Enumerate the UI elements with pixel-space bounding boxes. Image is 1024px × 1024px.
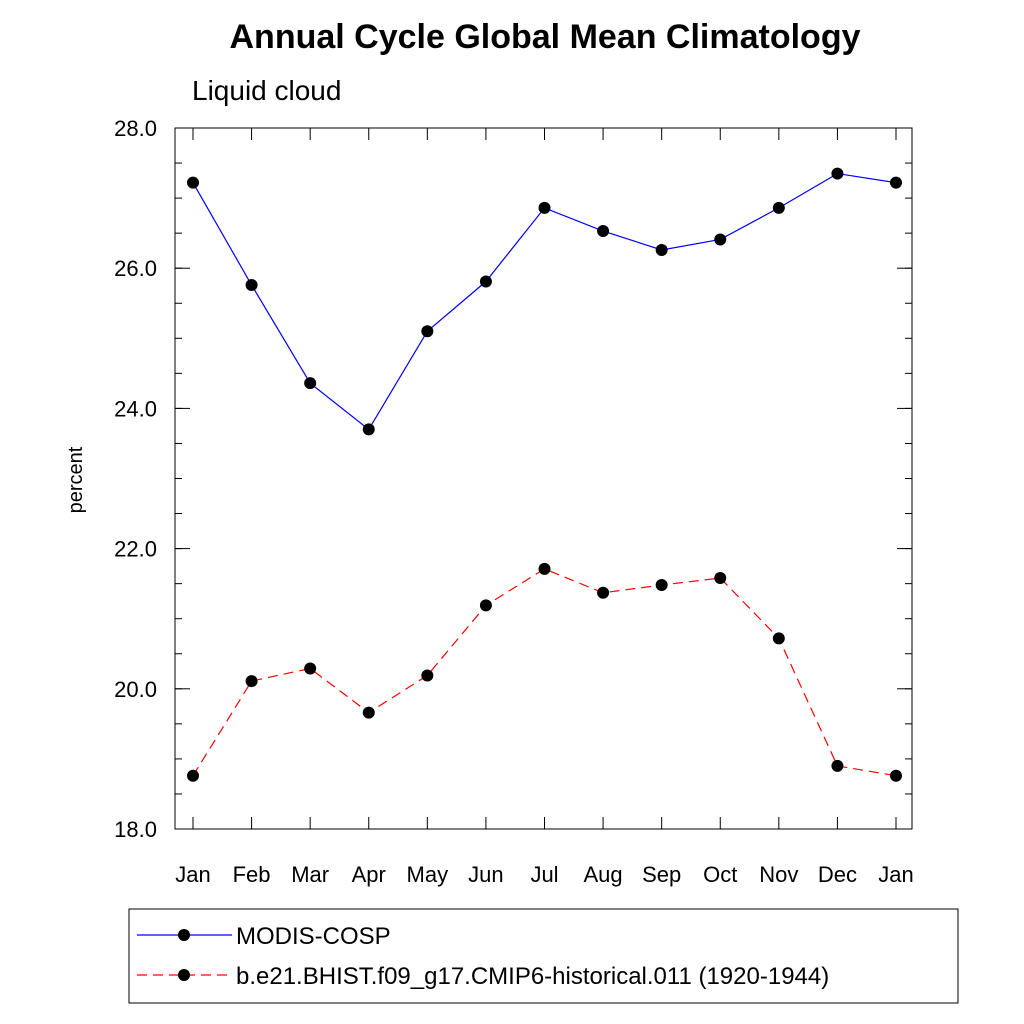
legend: MODIS-COSP b.e21.BHIST.f09_g17.CMIP6-hist… [137,923,829,990]
x-tick-label: Apr [352,862,386,887]
series-1-point [772,201,785,214]
y-tick-label: 18.0 [114,817,157,842]
series-1-point [187,176,199,189]
x-tick-label: Jun [468,862,503,887]
y-tick-label: 22.0 [114,537,157,562]
x-tick-label: Sep [642,862,681,887]
x-tick-label: Jan [878,862,913,887]
series-2-point [187,769,199,782]
series-1-point [362,423,375,436]
series-1-point [714,233,727,246]
x-tick-label: Dec [818,862,857,887]
y-tick-label: 28.0 [114,116,157,141]
series-2-point [714,572,727,585]
chart-title: Annual Cycle Global Mean Climatology [230,18,861,56]
series-2-point [597,586,610,599]
plot-frame [174,127,913,830]
series-1-point [831,167,844,180]
series-1-point [538,201,551,214]
y-tick-label: 24.0 [114,396,157,421]
series-2-point [245,675,258,688]
series-2-point [421,669,434,682]
legend-marker-1 [178,929,190,941]
series-1-point [245,279,258,292]
series-2-point [304,662,317,675]
series-line-2 [192,568,897,777]
series-2-point [479,599,492,612]
x-tick-label: Jul [530,862,558,887]
x-tick-label: Nov [759,862,798,887]
x-tick-label: Oct [703,862,737,887]
x-tick-label: Mar [291,862,329,887]
x-tick-label: May [407,862,449,887]
y-tick-label: 26.0 [114,256,157,281]
series-1-point [597,225,610,238]
series-1-point [421,325,434,338]
series-2-point [362,706,375,719]
legend-box [128,908,959,1004]
series-2-point [655,579,668,592]
chart-subtitle: Liquid cloud [192,75,341,106]
legend-marker-2 [178,969,190,981]
x-tick-label: Feb [233,862,271,887]
series-1-point [890,176,902,189]
legend-label-2: b.e21.BHIST.f09_g17.CMIP6-historical.011… [236,963,829,990]
y-axis-label: percent [65,446,87,513]
axes: Jan Feb Mar Apr May Jun Jul Aug Sep Oct Nov Dec Jan 1… [114,116,914,887]
y-tick-label: 20.0 [114,677,157,702]
series-1-point [655,243,668,256]
series-2-point [890,769,902,782]
x-tick-label: Jan [175,862,210,887]
series-layer [187,167,902,782]
x-tick-label: Aug [584,862,623,887]
series-2-point [538,562,551,575]
series-2-point [772,632,785,645]
series-1-point [479,275,492,288]
series-2-point [831,759,844,772]
legend-label-1: MODIS-COSP [236,923,391,950]
series-1-point [304,377,317,390]
